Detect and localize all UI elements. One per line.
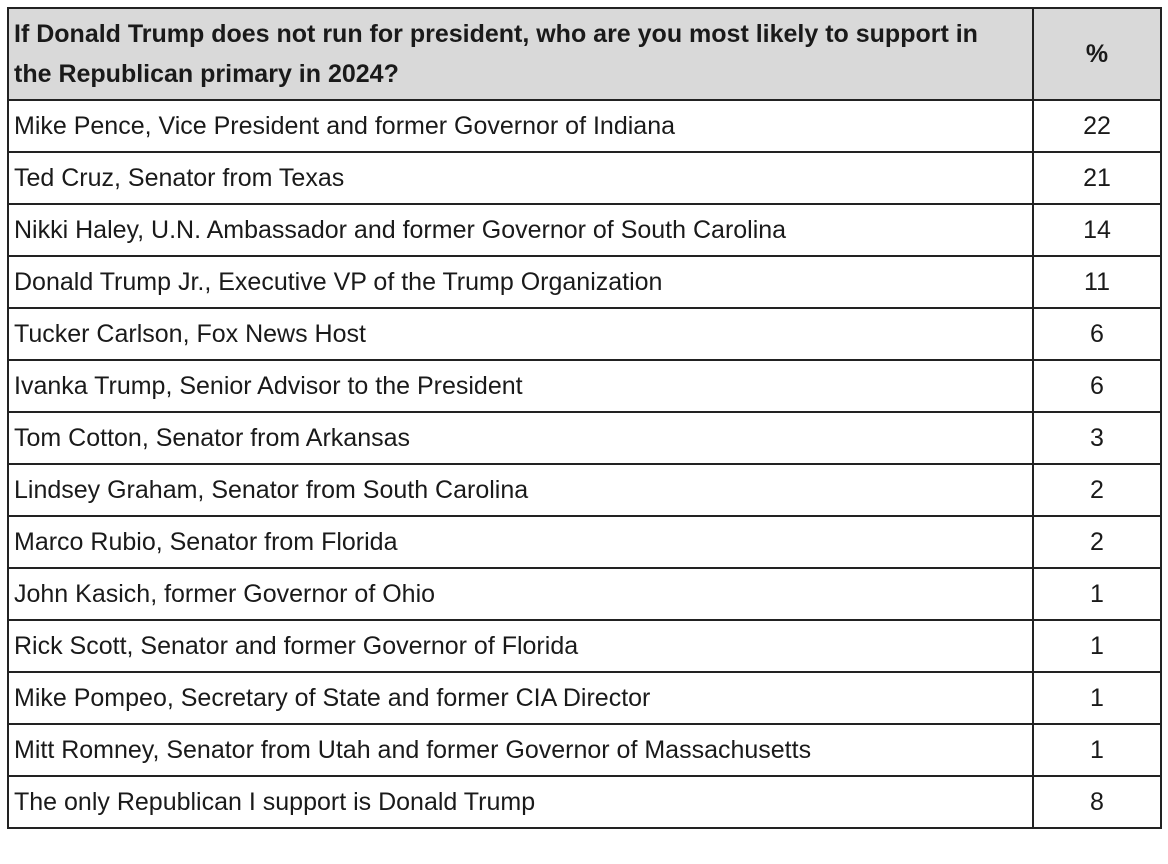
percent-value: 1 bbox=[1032, 723, 1162, 777]
table-row: The only Republican I support is Donald … bbox=[7, 775, 1162, 829]
percent-value: 1 bbox=[1032, 671, 1162, 725]
table-row: John Kasich, former Governor of Ohio 1 bbox=[7, 567, 1162, 621]
candidate-label: Lindsey Graham, Senator from South Carol… bbox=[7, 463, 1034, 517]
table-row: Tucker Carlson, Fox News Host 6 bbox=[7, 307, 1162, 361]
table-row: Mike Pompeo, Secretary of State and form… bbox=[7, 671, 1162, 725]
percent-value: 6 bbox=[1032, 307, 1162, 361]
candidate-label: Marco Rubio, Senator from Florida bbox=[7, 515, 1034, 569]
table-row: Ted Cruz, Senator from Texas 21 bbox=[7, 151, 1162, 205]
table-row: Rick Scott, Senator and former Governor … bbox=[7, 619, 1162, 673]
poll-table: If Donald Trump does not run for preside… bbox=[7, 7, 1162, 829]
candidate-label: Tom Cotton, Senator from Arkansas bbox=[7, 411, 1034, 465]
percent-value: 2 bbox=[1032, 463, 1162, 517]
candidate-label: Ivanka Trump, Senior Advisor to the Pres… bbox=[7, 359, 1034, 413]
table-row: Mitt Romney, Senator from Utah and forme… bbox=[7, 723, 1162, 777]
percent-value: 2 bbox=[1032, 515, 1162, 569]
table-row: Nikki Haley, U.N. Ambassador and former … bbox=[7, 203, 1162, 257]
candidate-label: Ted Cruz, Senator from Texas bbox=[7, 151, 1034, 205]
candidate-label: John Kasich, former Governor of Ohio bbox=[7, 567, 1034, 621]
candidate-label: Rick Scott, Senator and former Governor … bbox=[7, 619, 1034, 673]
poll-table-container: If Donald Trump does not run for preside… bbox=[7, 7, 1162, 829]
percent-value: 1 bbox=[1032, 567, 1162, 621]
percent-value: 21 bbox=[1032, 151, 1162, 205]
percent-value: 1 bbox=[1032, 619, 1162, 673]
percent-value: 3 bbox=[1032, 411, 1162, 465]
percent-value: 14 bbox=[1032, 203, 1162, 257]
candidate-label: Mike Pence, Vice President and former Go… bbox=[7, 99, 1034, 153]
candidate-label: Donald Trump Jr., Executive VP of the Tr… bbox=[7, 255, 1034, 309]
candidate-label: Tucker Carlson, Fox News Host bbox=[7, 307, 1034, 361]
question-header: If Donald Trump does not run for preside… bbox=[7, 7, 1034, 101]
candidate-label: Nikki Haley, U.N. Ambassador and former … bbox=[7, 203, 1034, 257]
header-row: If Donald Trump does not run for preside… bbox=[7, 7, 1162, 101]
candidate-label: The only Republican I support is Donald … bbox=[7, 775, 1034, 829]
table-row: Lindsey Graham, Senator from South Carol… bbox=[7, 463, 1162, 517]
candidate-label: Mike Pompeo, Secretary of State and form… bbox=[7, 671, 1034, 725]
candidate-label: Mitt Romney, Senator from Utah and forme… bbox=[7, 723, 1034, 777]
table-row: Tom Cotton, Senator from Arkansas 3 bbox=[7, 411, 1162, 465]
percent-value: 8 bbox=[1032, 775, 1162, 829]
percent-header: % bbox=[1032, 7, 1162, 101]
percent-value: 11 bbox=[1032, 255, 1162, 309]
table-row: Mike Pence, Vice President and former Go… bbox=[7, 99, 1162, 153]
percent-value: 22 bbox=[1032, 99, 1162, 153]
percent-value: 6 bbox=[1032, 359, 1162, 413]
table-row: Ivanka Trump, Senior Advisor to the Pres… bbox=[7, 359, 1162, 413]
table-row: Donald Trump Jr., Executive VP of the Tr… bbox=[7, 255, 1162, 309]
table-row: Marco Rubio, Senator from Florida 2 bbox=[7, 515, 1162, 569]
